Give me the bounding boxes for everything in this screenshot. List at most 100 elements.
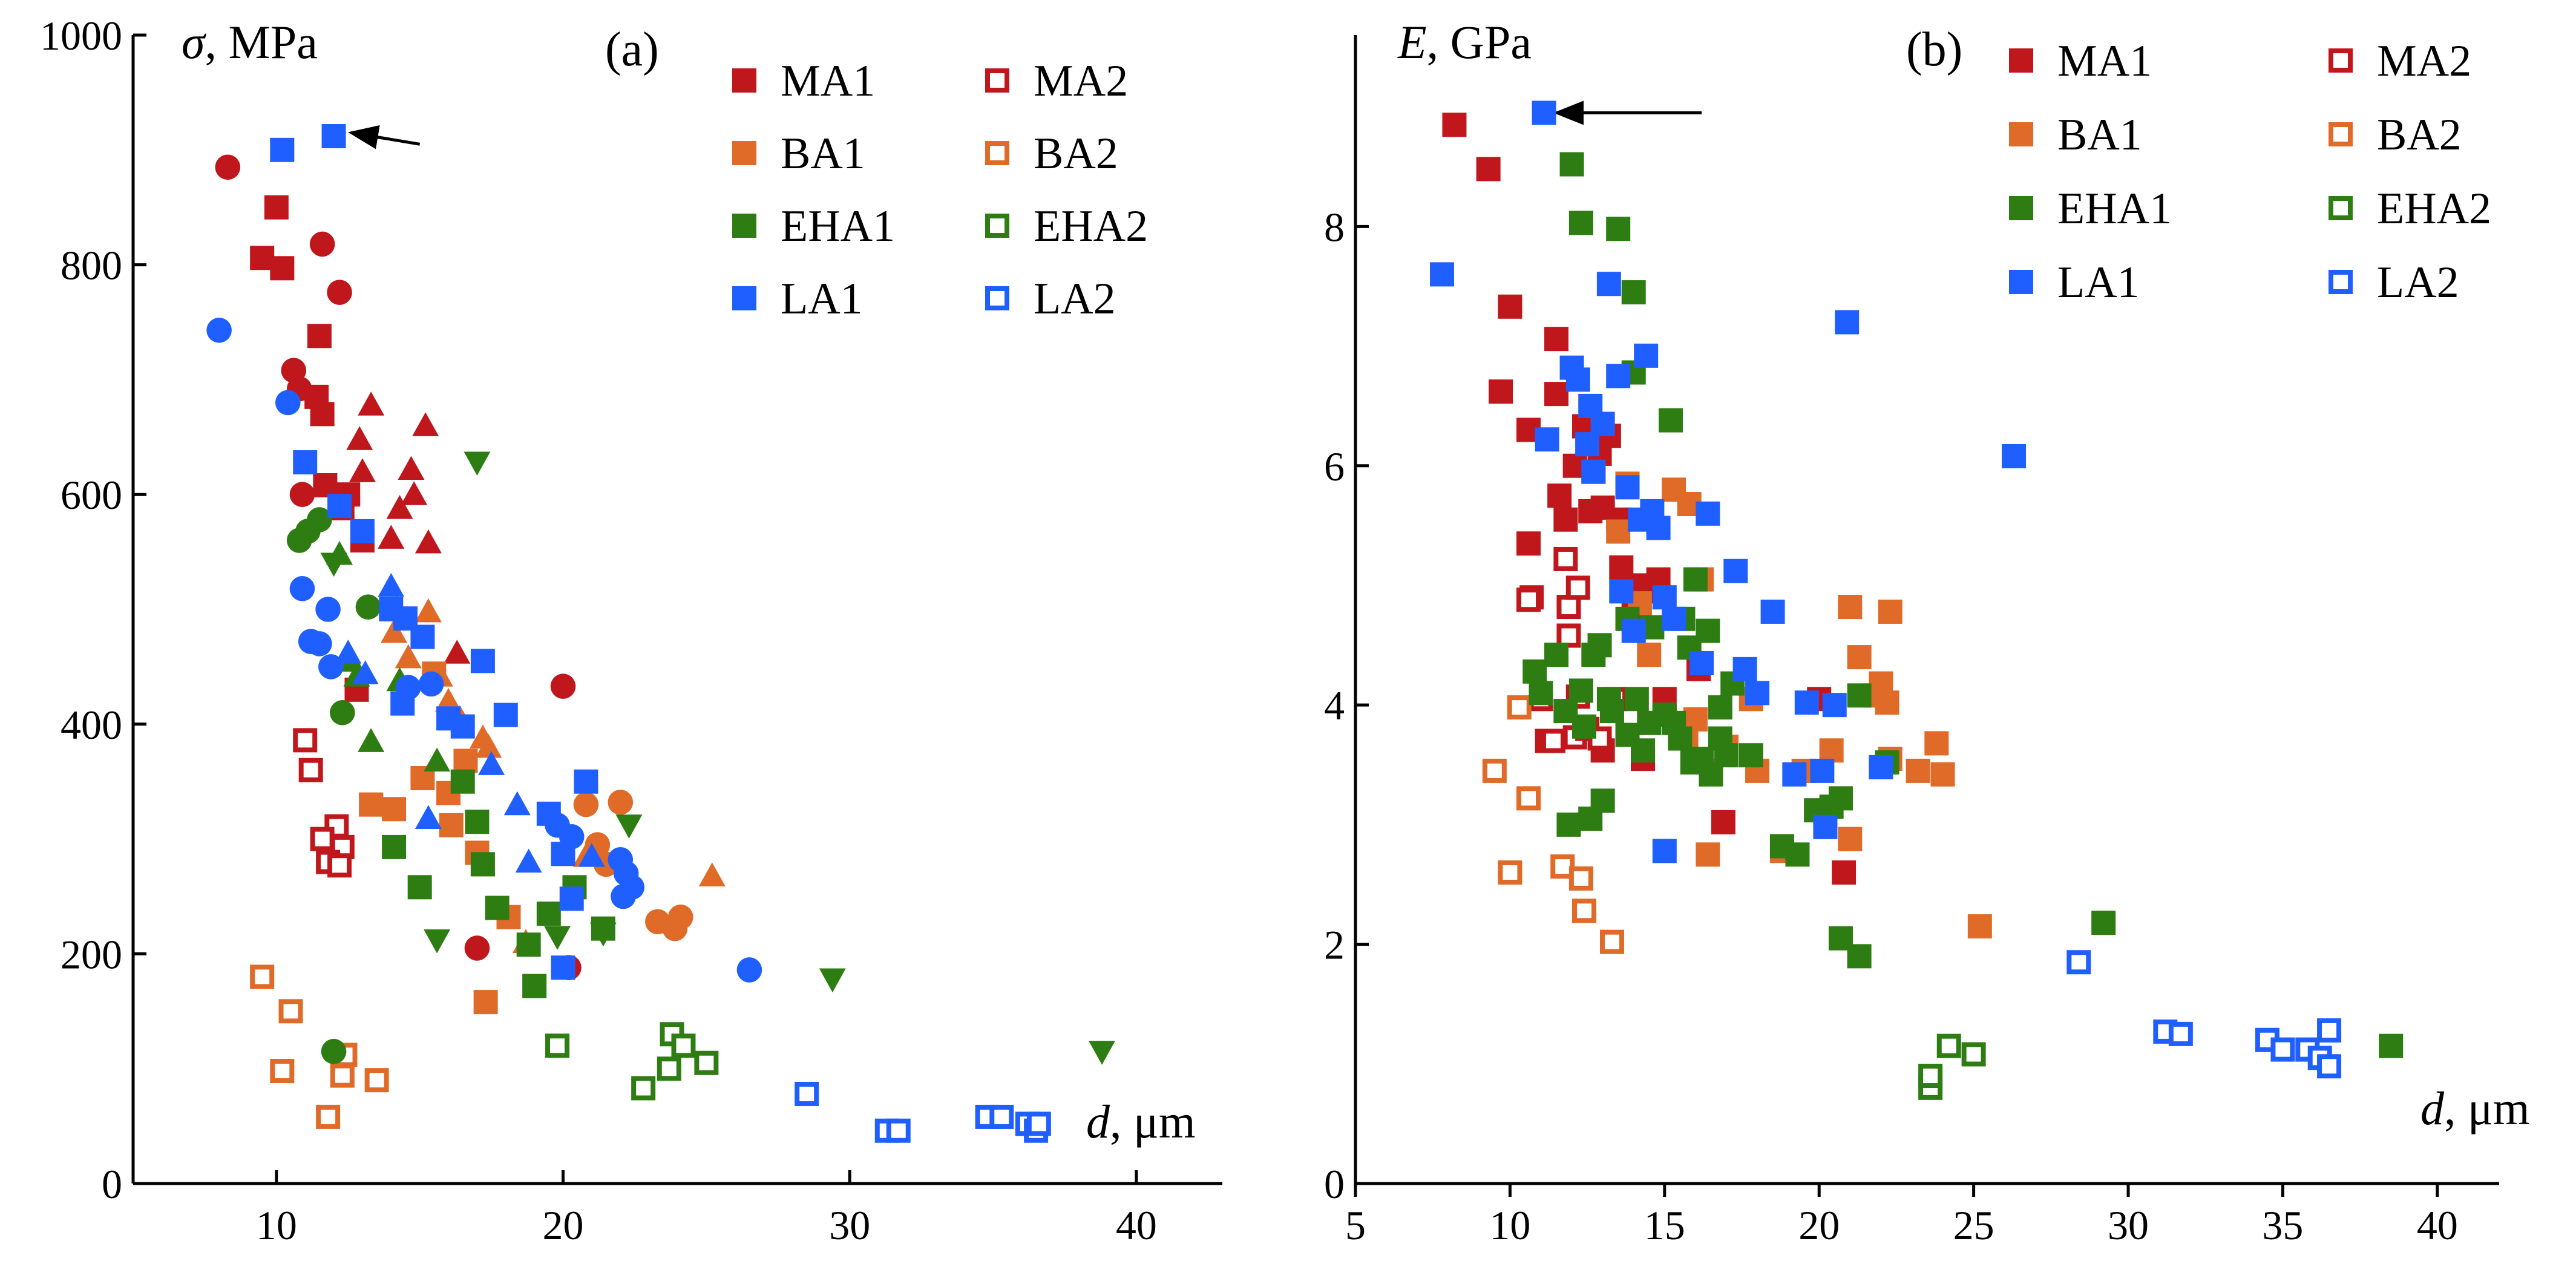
panel-a-point-eha2 (631, 1076, 656, 1101)
panel-b-point-ba1 (1924, 731, 1949, 756)
panel-a-point-ma1 (401, 481, 428, 505)
panel-b-point-la2 (2066, 950, 2091, 975)
panel-b-legend-label-ma2: MA2 (2377, 36, 2471, 86)
panel-a-point-ma1 (415, 529, 442, 554)
panel-b-legend-marker-eha1 (2009, 196, 2033, 220)
panel-a-point-ba1 (453, 748, 478, 773)
panel-a-point-ma1 (289, 482, 315, 507)
panel-a-legend-marker-ma2 (985, 68, 1009, 93)
panel-b-point-eha1 (1529, 681, 1553, 706)
panel-b-point-la1 (1869, 755, 1893, 779)
panel-b-point-ma1 (1832, 860, 1857, 885)
panel-a-point-la1 (574, 769, 598, 794)
panel-b-legend-label-ba1: BA1 (2057, 110, 2142, 160)
panel-a-point-la1 (350, 519, 375, 543)
panel-a-point-ma1 (358, 391, 385, 416)
panel-a-point-eha1 (485, 896, 510, 920)
panel-a-point-la1 (493, 702, 518, 727)
panel-a-point-eha1 (450, 769, 475, 794)
panel-b-point-eha2 (1936, 1033, 1961, 1058)
panel-b-point-ma1 (1516, 531, 1541, 556)
panel-b-point-eha2 (1918, 1064, 1943, 1089)
panel-a-y-tick-label: 800 (61, 243, 122, 289)
panel-a-point-eha1 (516, 932, 541, 957)
panel-b-point-la1 (1723, 558, 1748, 583)
panel-b-y-tick-label: 2 (1324, 922, 1345, 968)
panel-b-point-ba1 (1967, 914, 1992, 938)
panel-a-point-eha1 (407, 875, 432, 900)
panel-a-point-ba1 (435, 687, 462, 712)
panel-a-point-la1 (352, 660, 379, 684)
panel-a-point-la1 (611, 883, 636, 909)
panel-b-point-la1 (1745, 681, 1770, 706)
panel-a-point-ma1 (310, 402, 335, 427)
panel-a-y-tick-label: 600 (61, 472, 122, 518)
panel-b-point-la1 (1609, 579, 1634, 604)
panel-b-point-la2 (2168, 1021, 2193, 1046)
panel-b-point-ba1 (1819, 738, 1844, 763)
panel-a-point-la1 (470, 649, 495, 673)
panel-b-point-ba1 (1847, 645, 1872, 670)
panel-a-point-ba1 (698, 862, 726, 886)
panel-a-y-tick-label: 400 (61, 702, 122, 748)
panel-a-point-la1 (289, 576, 315, 601)
panel-b-point-eha1 (1587, 633, 1612, 658)
panel-b-point-la1 (1606, 364, 1631, 388)
panel-b-x-tick-label: 30 (2108, 1202, 2149, 1248)
panel-a-y-tick-label: 1000 (40, 13, 122, 59)
panel-b-point-eha1 (1590, 788, 1615, 813)
panel-b-label: (b) (1906, 23, 1962, 76)
panel-a-y-axis-label: σ, MPa (182, 16, 318, 68)
panel-a-point-ma1 (307, 324, 332, 349)
panel-a-legend-label-ma1: MA1 (781, 56, 875, 106)
panel-b-point-ba2 (1568, 866, 1593, 891)
panel-b-point-la1 (1615, 475, 1640, 500)
panel-b-legend-marker-ma1 (2009, 48, 2033, 73)
panel-a-chart: (a) σ, MPa d, μm 0 200 400 600 800 1000 10 20 30… (40, 13, 1222, 1248)
panel-b-point-ma1 (1442, 113, 1467, 137)
panel-b-point-eha1 (1828, 786, 1853, 811)
panel-a-point-eha1 (321, 1038, 347, 1064)
panel-b-point-la2 (2317, 1054, 2342, 1079)
panel-b-point-eha1 (1659, 408, 1683, 433)
panel-b-point-ba1 (1696, 842, 1720, 867)
panel-b-point-la1 (1760, 599, 1785, 624)
panel-b-point-ma2 (1541, 729, 1565, 753)
panel-a-legend-marker-eha1 (732, 214, 756, 238)
panel-b-point-ba2 (1498, 860, 1522, 885)
panel-b-point-la1 (1621, 618, 1646, 643)
panel-a-point-eha1 (470, 852, 495, 877)
panel-b-point-eha1 (1785, 842, 1810, 867)
panel-a-point-eha1 (464, 451, 491, 476)
panel-b-point-la1 (1646, 516, 1671, 540)
panel-a-point-ba2 (270, 1058, 295, 1083)
panel-b-point-la1 (2002, 444, 2027, 468)
panel-b-point-la1 (1794, 690, 1819, 715)
panel-a-legend-marker-ma1 (732, 68, 756, 93)
panel-b-point-eha1 (1631, 738, 1656, 763)
panel-b-point-ma1 (1553, 507, 1578, 532)
panel-b-legend-label-la1: LA1 (2057, 258, 2140, 307)
panel-b-point-eha1 (1696, 618, 1720, 643)
panel-a-point-ba1 (415, 598, 442, 623)
panel-b-point-ma2 (1556, 623, 1581, 648)
panel-b-point-ma2 (1516, 588, 1541, 612)
panel-a-x-tick-label: 10 (256, 1202, 297, 1248)
panel-a-point-eha1 (536, 901, 561, 926)
panel-b-point-ma1 (1498, 294, 1522, 319)
panel-a-x-tick-label: 20 (543, 1202, 584, 1248)
panel-b-point-la1 (1652, 585, 1677, 610)
panel-b-point-la1 (1430, 262, 1455, 287)
panel-a-point-ba1 (381, 618, 408, 643)
panel-b-x-symbol: d (2420, 1082, 2445, 1135)
panel-a-point-ba2 (278, 999, 303, 1024)
panel-b-point-ba1 (1875, 690, 1899, 715)
panel-a-point-ma1 (444, 640, 471, 664)
panel-a-point-eha1 (320, 552, 347, 577)
panel-a-point-eha2 (657, 1056, 681, 1081)
panel-b-x-tick-label: 25 (1953, 1202, 1994, 1248)
panel-b-x-tick-label: 15 (1644, 1202, 1685, 1248)
panel-b-legend-marker-ma2 (2329, 48, 2353, 73)
panel-a-point-ba1 (667, 904, 693, 930)
panel-b-y-tick-label: 4 (1324, 683, 1345, 729)
